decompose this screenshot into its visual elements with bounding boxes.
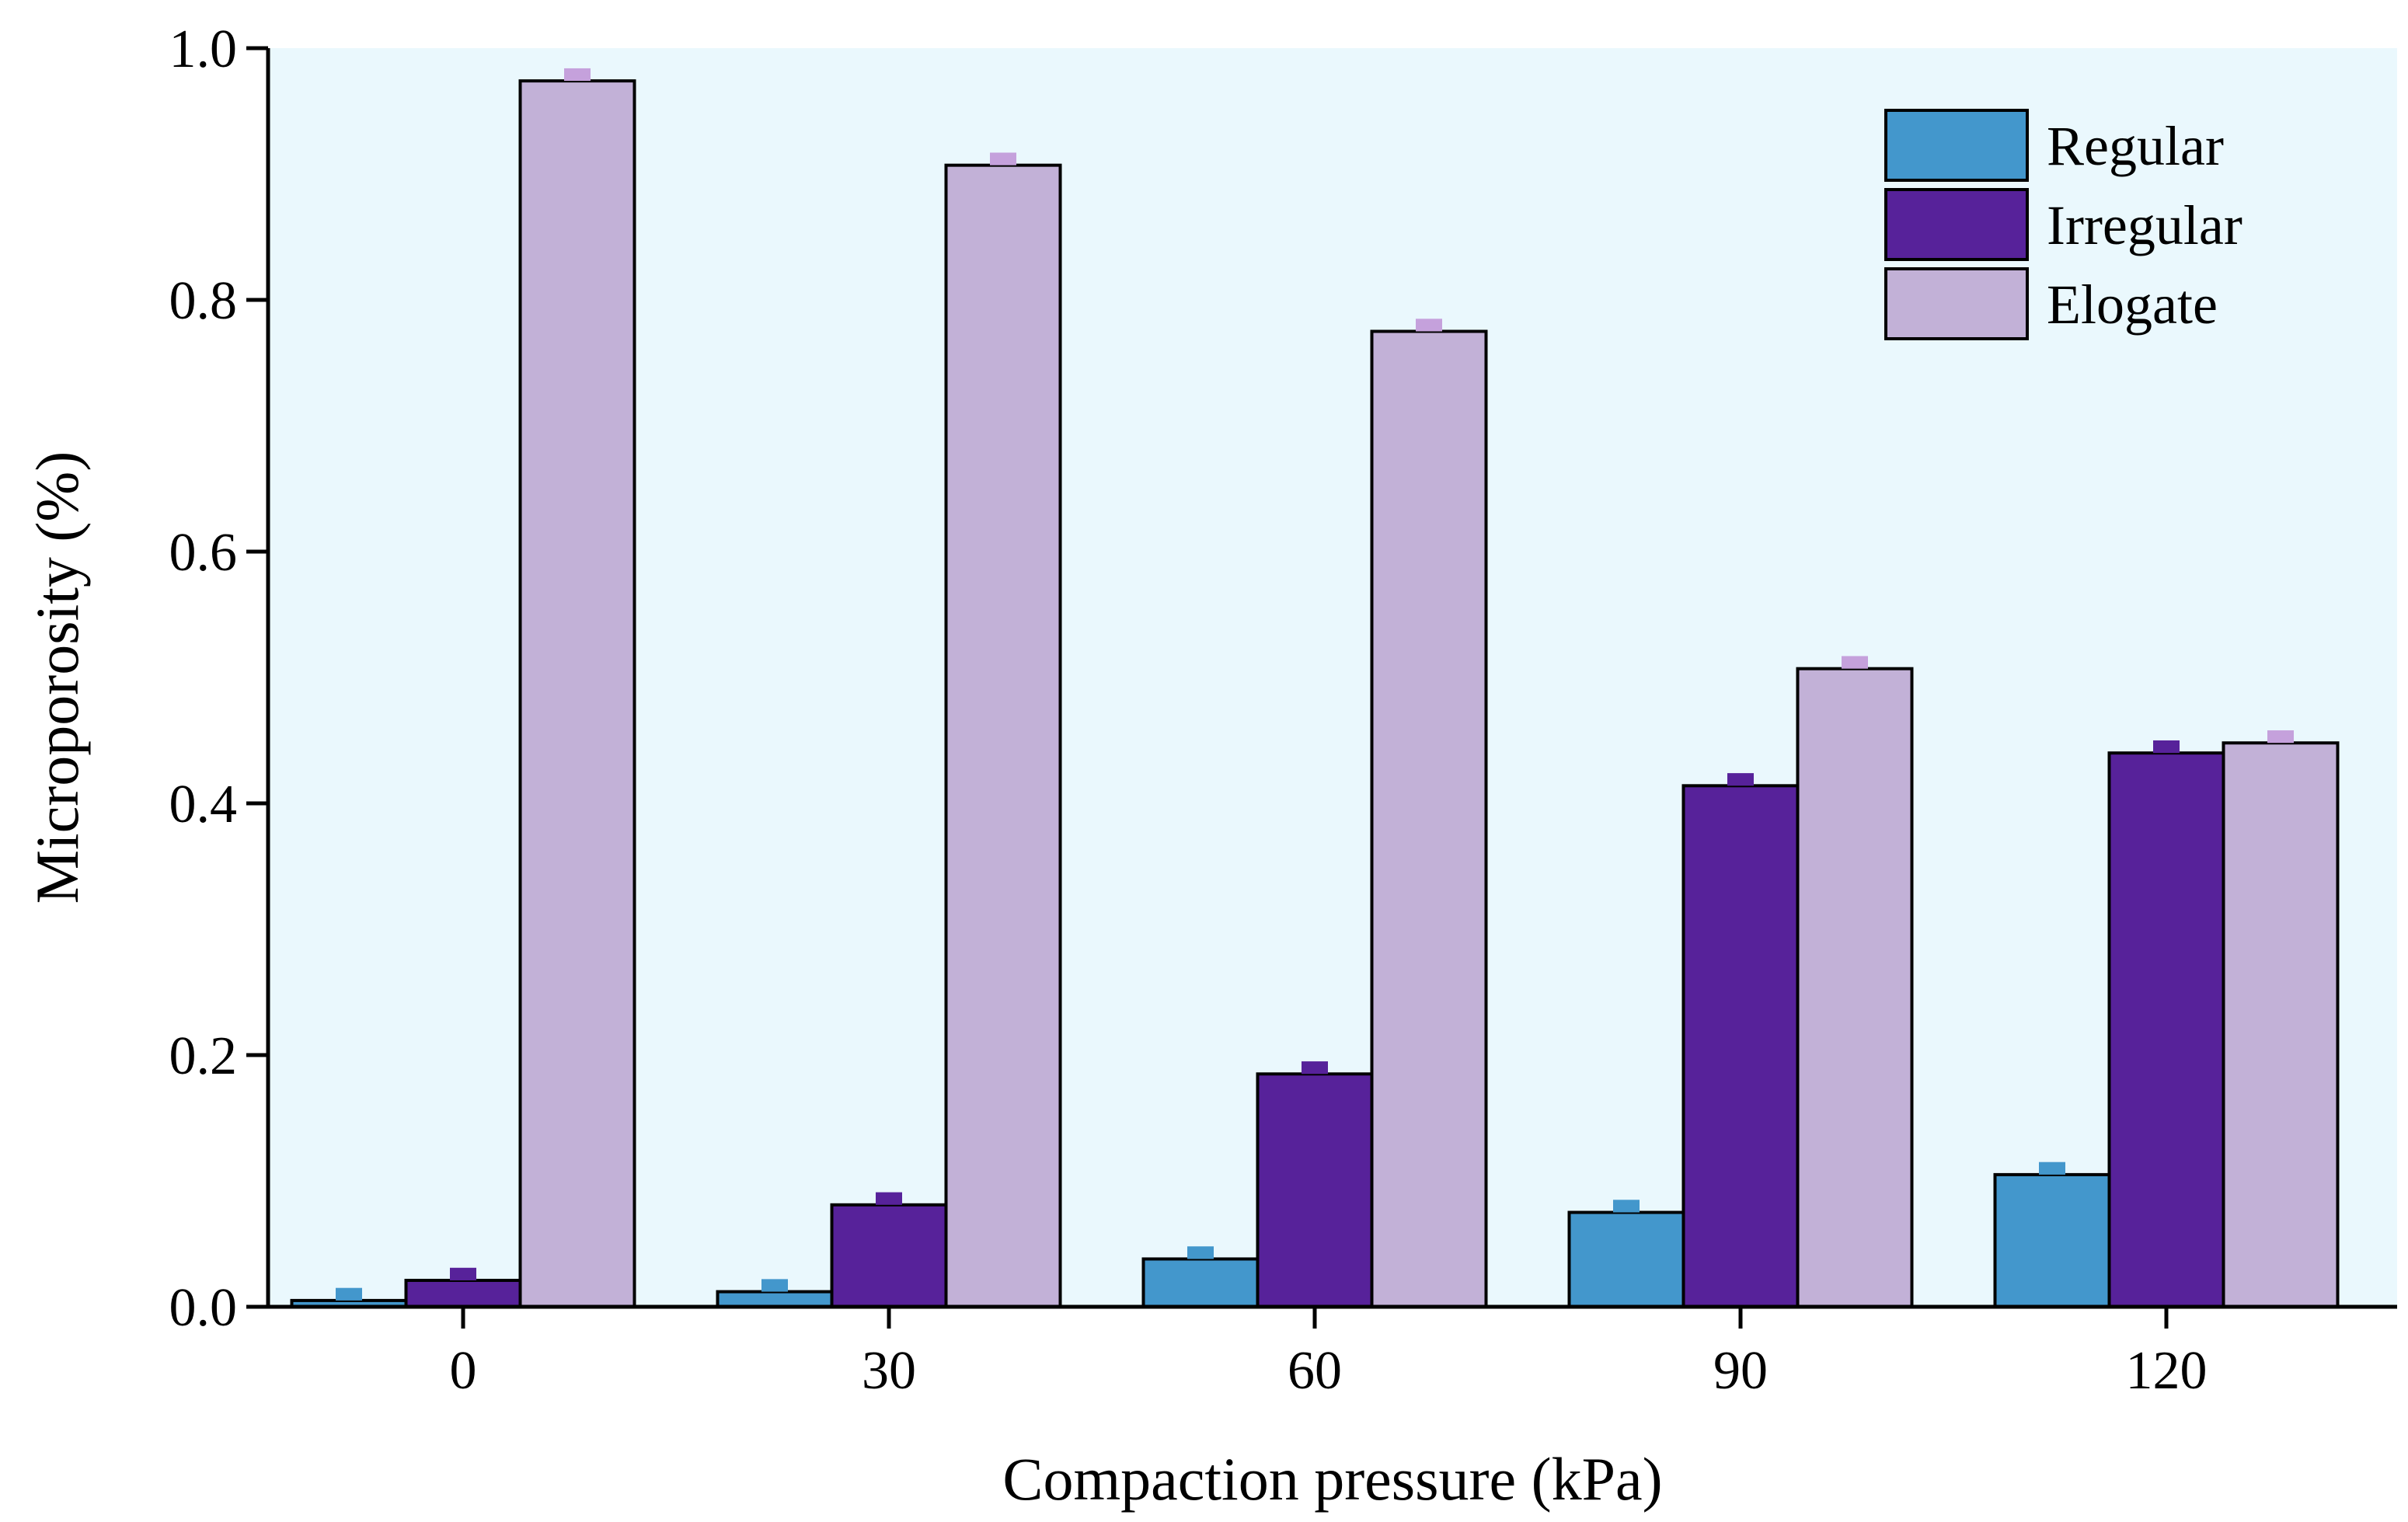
bar-elogate-30 bbox=[944, 163, 1062, 1308]
error-bar-regular-90 bbox=[1613, 1200, 1640, 1213]
bar-regular-30 bbox=[716, 1290, 834, 1309]
legend-swatch-regular bbox=[1884, 109, 2029, 182]
y-tick-label: 1.0 bbox=[169, 19, 238, 79]
y-tick-label: 0.4 bbox=[169, 775, 238, 834]
x-tick-label: 60 bbox=[1288, 1341, 1342, 1401]
error-bars-layer bbox=[336, 68, 2294, 1301]
bar-elogate-90 bbox=[1796, 667, 1914, 1308]
bar-elogate-120 bbox=[2222, 741, 2340, 1308]
y-tick-label: 0.6 bbox=[169, 523, 238, 583]
bar-irregular-0 bbox=[404, 1278, 522, 1308]
error-bar-regular-0 bbox=[336, 1287, 362, 1301]
error-bar-elogate-0 bbox=[564, 68, 591, 82]
x-tick-label: 0 bbox=[450, 1341, 477, 1401]
legend: Regular Irregular Elogate bbox=[1884, 109, 2242, 340]
bar-regular-120 bbox=[1993, 1172, 2111, 1309]
bar-irregular-120 bbox=[2107, 751, 2225, 1308]
bar-irregular-90 bbox=[1681, 784, 1800, 1308]
error-bar-regular-60 bbox=[1187, 1246, 1214, 1259]
error-bar-irregular-30 bbox=[876, 1192, 902, 1205]
y-axis-label: Microporosity (%) bbox=[23, 451, 91, 904]
bar-irregular-30 bbox=[830, 1203, 948, 1309]
x-tick-label: 90 bbox=[1713, 1341, 1768, 1401]
legend-swatch-elogate bbox=[1884, 267, 2029, 340]
error-bar-regular-120 bbox=[2039, 1162, 2065, 1175]
error-bar-elogate-120 bbox=[2267, 730, 2294, 744]
bar-regular-90 bbox=[1567, 1210, 1685, 1308]
axes-layer bbox=[266, 48, 2397, 1309]
x-tick-label: 30 bbox=[862, 1341, 916, 1401]
error-bar-elogate-90 bbox=[1842, 656, 1868, 669]
y-tick-label: 0.2 bbox=[169, 1026, 238, 1086]
legend-label-irregular: Irregular bbox=[2047, 194, 2242, 256]
error-bar-irregular-120 bbox=[2153, 740, 2180, 754]
x-ticks: 0 30 60 90 120 bbox=[450, 1307, 2208, 1401]
legend-label-regular: Regular bbox=[2047, 115, 2224, 177]
bar-irregular-60 bbox=[1256, 1072, 1374, 1309]
error-bar-regular-30 bbox=[761, 1279, 788, 1292]
error-bar-elogate-30 bbox=[990, 152, 1016, 165]
bar-regular-60 bbox=[1141, 1257, 1260, 1308]
error-bar-irregular-0 bbox=[450, 1267, 476, 1280]
y-ticks: 0.0 0.2 0.4 0.6 0.8 1.0 bbox=[169, 19, 268, 1338]
y-tick-label: 0.0 bbox=[169, 1278, 238, 1338]
error-bar-irregular-60 bbox=[1302, 1061, 1328, 1074]
y-tick-label: 0.8 bbox=[169, 271, 238, 331]
x-tick-label: 120 bbox=[2126, 1341, 2208, 1401]
error-bar-elogate-60 bbox=[1416, 319, 1442, 332]
legend-swatch-irregular bbox=[1884, 188, 2029, 261]
x-axis-label: Compaction pressure (kPa) bbox=[1002, 1445, 1662, 1513]
error-bar-irregular-90 bbox=[1727, 773, 1754, 786]
bars-layer bbox=[290, 79, 2340, 1309]
bar-elogate-60 bbox=[1370, 329, 1488, 1308]
bar-elogate-0 bbox=[518, 79, 636, 1309]
legend-label-elogate: Elogate bbox=[2047, 273, 2218, 336]
